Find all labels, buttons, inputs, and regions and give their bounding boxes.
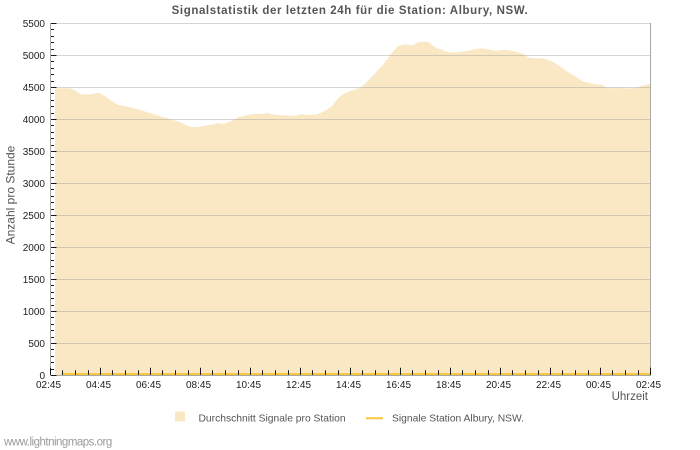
svg-text:www.lightningmaps.org: www.lightningmaps.org [3, 437, 112, 449]
svg-text:Anzahl pro Stunde: Anzahl pro Stunde [4, 145, 18, 244]
svg-text:Durchschnitt Signale pro Stati: Durchschnitt Signale pro Station [199, 414, 346, 425]
svg-text:Uhrzeit: Uhrzeit [612, 391, 649, 403]
svg-text:04:45: 04:45 [86, 380, 111, 391]
svg-text:5500: 5500 [23, 19, 46, 30]
svg-text:4500: 4500 [23, 83, 46, 94]
svg-text:5000: 5000 [23, 51, 46, 62]
svg-text:3000: 3000 [23, 179, 46, 190]
svg-text:4000: 4000 [23, 115, 46, 126]
svg-text:20:45: 20:45 [486, 380, 511, 391]
svg-text:1000: 1000 [23, 307, 46, 318]
svg-text:0: 0 [39, 371, 45, 382]
svg-text:2500: 2500 [23, 211, 46, 222]
svg-text:2000: 2000 [23, 243, 46, 254]
svg-text:3500: 3500 [23, 147, 46, 158]
svg-text:08:45: 08:45 [186, 380, 211, 391]
svg-text:Signale Station Albury, NSW.: Signale Station Albury, NSW. [392, 414, 524, 425]
svg-text:02:45: 02:45 [36, 380, 61, 391]
svg-text:1500: 1500 [23, 275, 46, 286]
svg-text:10:45: 10:45 [236, 380, 261, 391]
svg-text:00:45: 00:45 [586, 380, 611, 391]
svg-text:16:45: 16:45 [386, 380, 411, 391]
svg-text:02:45: 02:45 [636, 380, 661, 391]
svg-text:500: 500 [28, 339, 45, 350]
svg-text:14:45: 14:45 [336, 380, 361, 391]
svg-text:06:45: 06:45 [136, 380, 161, 391]
svg-text:18:45: 18:45 [436, 380, 461, 391]
svg-text:Signalstatistik der letzten 24: Signalstatistik der letzten 24h für die … [172, 5, 529, 17]
svg-text:12:45: 12:45 [286, 380, 311, 391]
svg-text:22:45: 22:45 [536, 380, 561, 391]
